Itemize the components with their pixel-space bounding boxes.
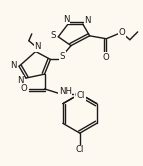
Text: Cl: Cl (75, 91, 83, 100)
Text: O: O (103, 53, 110, 62)
Text: N: N (34, 42, 41, 51)
Text: Cl: Cl (77, 91, 85, 100)
Text: N: N (10, 61, 16, 70)
Text: O: O (119, 28, 125, 37)
Text: NH: NH (59, 87, 72, 96)
Text: N: N (17, 76, 23, 84)
Text: S: S (59, 52, 65, 61)
Text: N: N (63, 15, 69, 24)
Text: N: N (84, 16, 91, 25)
Text: S: S (51, 31, 56, 40)
Text: Cl: Cl (76, 145, 84, 154)
Text: O: O (21, 84, 27, 93)
